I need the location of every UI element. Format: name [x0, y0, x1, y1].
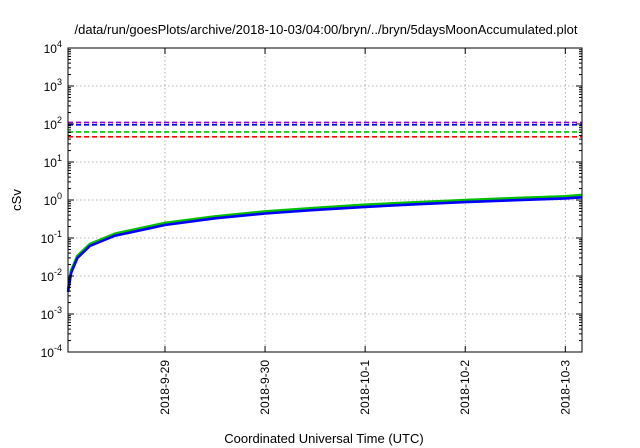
x-axis-ticks: 2018-9-29 2018-9-30 2018-10-1 2018-10-2 2018…: [158, 48, 572, 415]
x-tick-label: 2018-9-29: [158, 360, 172, 415]
y-tick-label: 101: [44, 153, 62, 170]
series-line: [66, 193, 583, 290]
y-tick-label: 10-4: [41, 343, 62, 360]
x-tick-label: 2018-9-30: [258, 360, 272, 415]
y-tick-label: 100: [44, 191, 62, 208]
x-tick-label: 2018-10-1: [358, 360, 372, 415]
x-tick-label: 2018-10-2: [458, 360, 472, 415]
x-tick-label: 2018-10-3: [558, 360, 572, 415]
y-tick-label: 10-3: [41, 305, 62, 322]
x-axis-label: Coordinated Universal Time (UTC): [224, 431, 423, 446]
y-tick-label: 102: [44, 115, 62, 132]
y-tick-label: 10-1: [41, 229, 62, 246]
y-tick-label: 10-2: [41, 267, 62, 284]
chart-title: /data/run/goesPlots/archive/2018-10-03/0…: [75, 22, 578, 37]
series-line: [66, 196, 583, 293]
y-tick-label: 104: [44, 39, 62, 56]
series-lines: [66, 193, 583, 293]
threshold-lines: [68, 121, 582, 138]
y-axis-label: cSv: [9, 189, 24, 211]
y-tick-label: 103: [44, 77, 62, 94]
y-axis-ticks: 10-4 10-3 10-2 10-1 100 101 102 103 104: [41, 39, 582, 360]
